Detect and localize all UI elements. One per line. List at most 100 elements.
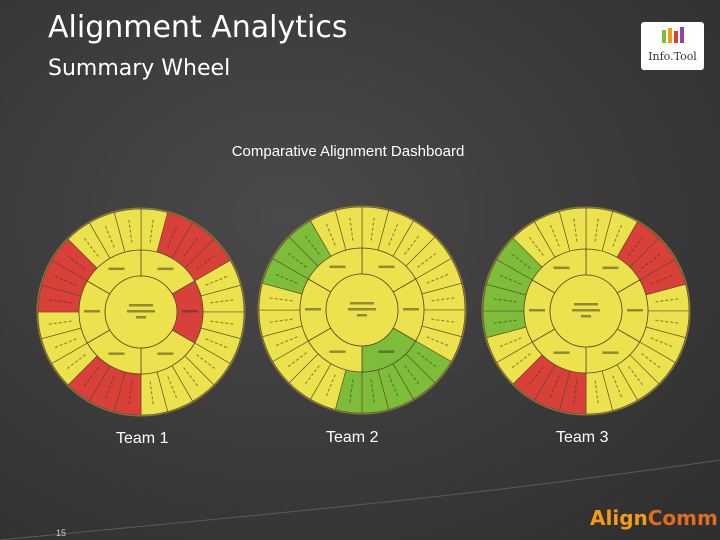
segment-text-mark bbox=[304, 235, 320, 255]
segment-text-mark bbox=[426, 336, 449, 347]
segment-text-mark bbox=[149, 381, 154, 405]
segment-text-mark bbox=[602, 351, 619, 354]
logo-graphic-icon bbox=[662, 27, 684, 43]
segment-text-mark bbox=[48, 320, 72, 325]
logo-text: Info.Tool bbox=[648, 50, 697, 63]
segment-text-mark bbox=[205, 338, 228, 349]
segment-text-mark bbox=[511, 353, 531, 369]
segment-text-mark bbox=[149, 219, 154, 243]
segment-text-mark bbox=[641, 253, 661, 269]
center-text-mark bbox=[127, 310, 155, 313]
segment-text-mark bbox=[83, 237, 99, 257]
segment-text-mark bbox=[349, 379, 354, 403]
segment-text-mark bbox=[325, 223, 336, 246]
segment-text-mark bbox=[627, 309, 643, 312]
segment-text-mark bbox=[167, 376, 178, 399]
center-text-mark bbox=[574, 303, 598, 306]
center-text-mark bbox=[348, 308, 376, 311]
center-text-mark bbox=[350, 302, 374, 305]
decorative-curve bbox=[0, 459, 720, 540]
segment-text-mark bbox=[205, 275, 228, 286]
team-2-label: Team 2 bbox=[326, 429, 379, 446]
segment-text-mark bbox=[628, 366, 644, 386]
segment-text-mark bbox=[573, 218, 578, 242]
center-text-mark bbox=[572, 309, 600, 312]
brand-part-2: Comm bbox=[647, 506, 718, 530]
segment-text-mark bbox=[275, 273, 298, 284]
team-1-wheel bbox=[36, 207, 246, 417]
segment-text-mark bbox=[157, 352, 174, 355]
segment-text-mark bbox=[128, 381, 133, 405]
segment-text-mark bbox=[167, 225, 178, 248]
segment-text-mark bbox=[417, 352, 437, 368]
center-text-mark bbox=[357, 314, 367, 317]
segment-text-mark bbox=[388, 223, 399, 246]
segment-text-mark bbox=[304, 365, 320, 385]
segment-text-mark bbox=[499, 337, 522, 348]
segment-text-mark bbox=[157, 267, 174, 271]
segment-text-mark bbox=[325, 374, 336, 397]
segment-text-mark bbox=[417, 252, 437, 268]
segment-text-mark bbox=[388, 374, 399, 397]
segment-text-mark bbox=[511, 253, 531, 269]
segment-text-mark bbox=[210, 299, 234, 304]
team-2-wheel bbox=[257, 205, 467, 415]
segment-text-mark bbox=[553, 351, 570, 354]
segment-text-mark bbox=[612, 224, 623, 247]
segment-text-mark bbox=[54, 338, 77, 349]
segment-text-mark bbox=[305, 308, 321, 311]
segment-text-mark bbox=[66, 354, 86, 370]
segment-text-mark bbox=[104, 225, 115, 248]
segment-text-mark bbox=[84, 310, 100, 313]
segment-text-mark bbox=[128, 219, 133, 243]
aligncomm-logo: AlignComm bbox=[590, 506, 718, 530]
segment-text-mark bbox=[104, 376, 115, 399]
segment-text-mark bbox=[54, 275, 77, 286]
segment-text-mark bbox=[493, 298, 517, 303]
segment-text-mark bbox=[641, 353, 661, 369]
segment-text-mark bbox=[404, 235, 420, 255]
segment-text-mark bbox=[370, 217, 375, 241]
segment-text-mark bbox=[573, 380, 578, 404]
segment-text-mark bbox=[287, 252, 307, 268]
segment-text-mark bbox=[549, 224, 560, 247]
team-3-label: Team 3 bbox=[556, 429, 609, 446]
segment-text-mark bbox=[378, 350, 395, 353]
segment-text-mark bbox=[528, 236, 544, 256]
segment-text-mark bbox=[493, 319, 517, 324]
segment-text-mark bbox=[529, 309, 545, 312]
segment-text-mark bbox=[183, 367, 199, 387]
segment-text-mark bbox=[650, 274, 673, 285]
center-text-mark bbox=[129, 304, 153, 307]
segment-text-mark bbox=[329, 265, 346, 269]
segment-text-mark bbox=[655, 319, 679, 324]
segment-text-mark bbox=[655, 298, 679, 303]
segment-text-mark bbox=[287, 352, 307, 368]
segment-text-mark bbox=[108, 267, 125, 271]
segment-text-mark bbox=[602, 266, 619, 270]
segment-text-mark bbox=[431, 318, 455, 323]
segment-text-mark bbox=[182, 310, 198, 313]
segment-text-mark bbox=[628, 236, 644, 256]
segment-text-mark bbox=[378, 265, 395, 269]
segment-text-mark bbox=[370, 379, 375, 403]
segment-text-mark bbox=[210, 320, 234, 325]
segment-text-mark bbox=[403, 308, 419, 311]
segment-text-mark bbox=[553, 266, 570, 270]
segment-text-mark bbox=[275, 336, 298, 347]
segment-text-mark bbox=[650, 337, 673, 348]
slide-title: Alignment Analytics bbox=[48, 10, 348, 45]
segment-text-mark bbox=[499, 274, 522, 285]
segment-text-mark bbox=[594, 380, 599, 404]
page-number: 15 bbox=[56, 528, 67, 538]
segment-text-mark bbox=[196, 254, 216, 270]
segment-text-mark bbox=[66, 254, 86, 270]
segment-text-mark bbox=[594, 218, 599, 242]
team-1-label: Team 1 bbox=[116, 430, 169, 447]
segment-text-mark bbox=[404, 365, 420, 385]
team-3-wheel bbox=[481, 206, 691, 416]
segment-text-mark bbox=[431, 297, 455, 302]
segment-text-mark bbox=[528, 366, 544, 386]
segment-text-mark bbox=[83, 367, 99, 387]
brand-part-1: Align bbox=[590, 506, 648, 530]
